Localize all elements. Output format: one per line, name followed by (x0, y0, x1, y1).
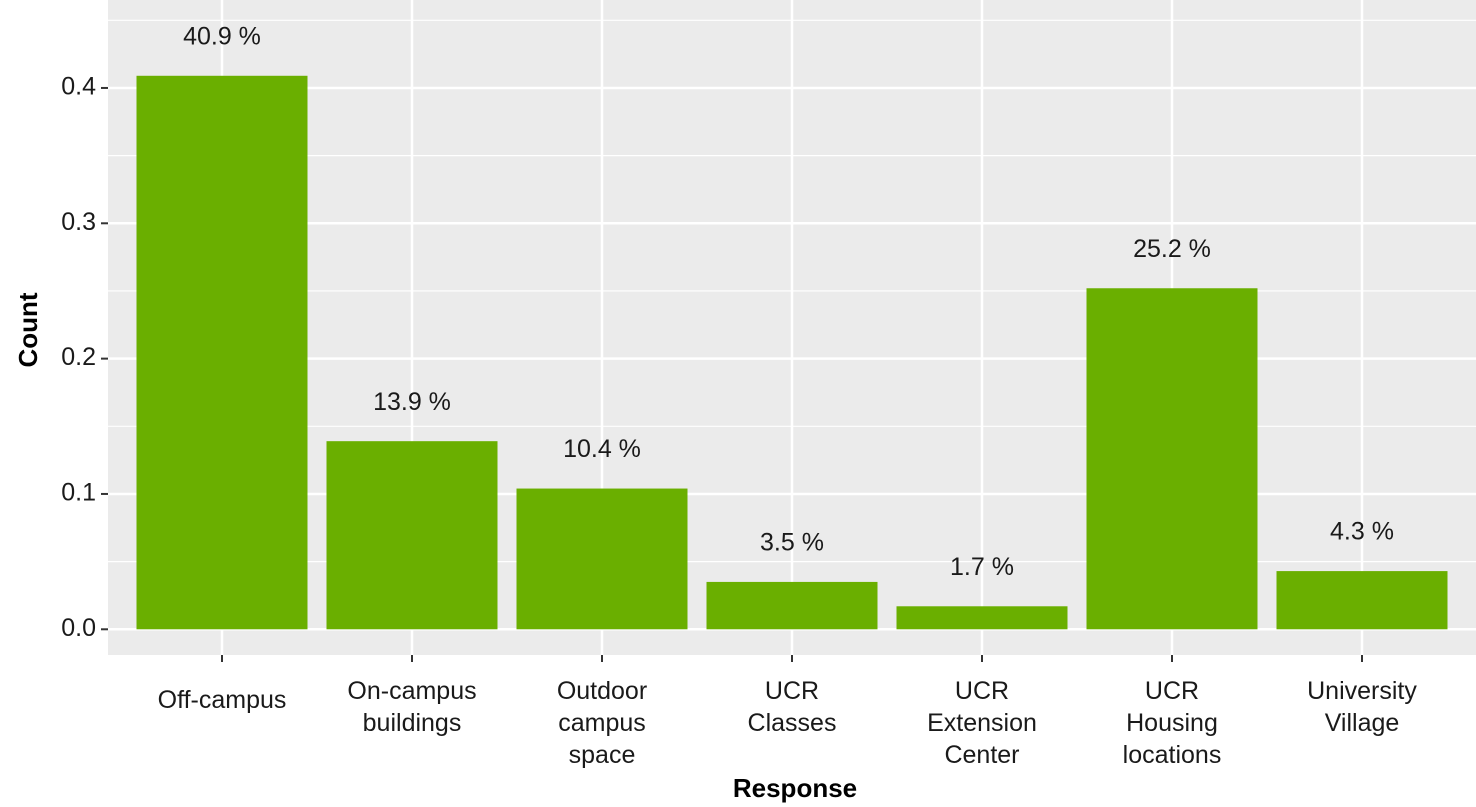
bar (516, 488, 688, 630)
x-tick-label: UCR Housing locations (1123, 677, 1222, 769)
bar (1086, 288, 1258, 630)
bar (1276, 571, 1448, 630)
y-tick-label: 0.2 (61, 343, 96, 371)
value-label: 13.9 % (373, 388, 451, 416)
x-tick-label: Off-campus (158, 686, 287, 714)
y-tick-label: 0.4 (61, 73, 96, 101)
y-tick-label: 0.0 (61, 614, 96, 642)
x-tick-label: Outdoor campus space (557, 677, 647, 769)
x-tick-label: UCR Extension Center (927, 677, 1037, 769)
value-label: 10.4 % (563, 435, 641, 463)
bar (136, 75, 308, 630)
bar (326, 441, 498, 630)
x-tick-label: UCR Classes (748, 677, 837, 737)
y-axis-title: Count (13, 292, 43, 367)
y-tick-label: 0.3 (61, 208, 96, 236)
x-axis-title: Response (733, 773, 857, 803)
y-tick-label: 0.1 (61, 479, 96, 507)
value-label: 1.7 % (950, 553, 1014, 581)
value-label: 25.2 % (1133, 235, 1211, 263)
x-tick-label: University Village (1307, 677, 1417, 737)
x-tick-label: On-campus buildings (347, 677, 476, 737)
value-label: 40.9 % (183, 22, 261, 50)
bar (896, 606, 1068, 630)
value-label: 4.3 % (1330, 518, 1394, 546)
bar (706, 581, 878, 630)
value-label: 3.5 % (760, 529, 824, 557)
